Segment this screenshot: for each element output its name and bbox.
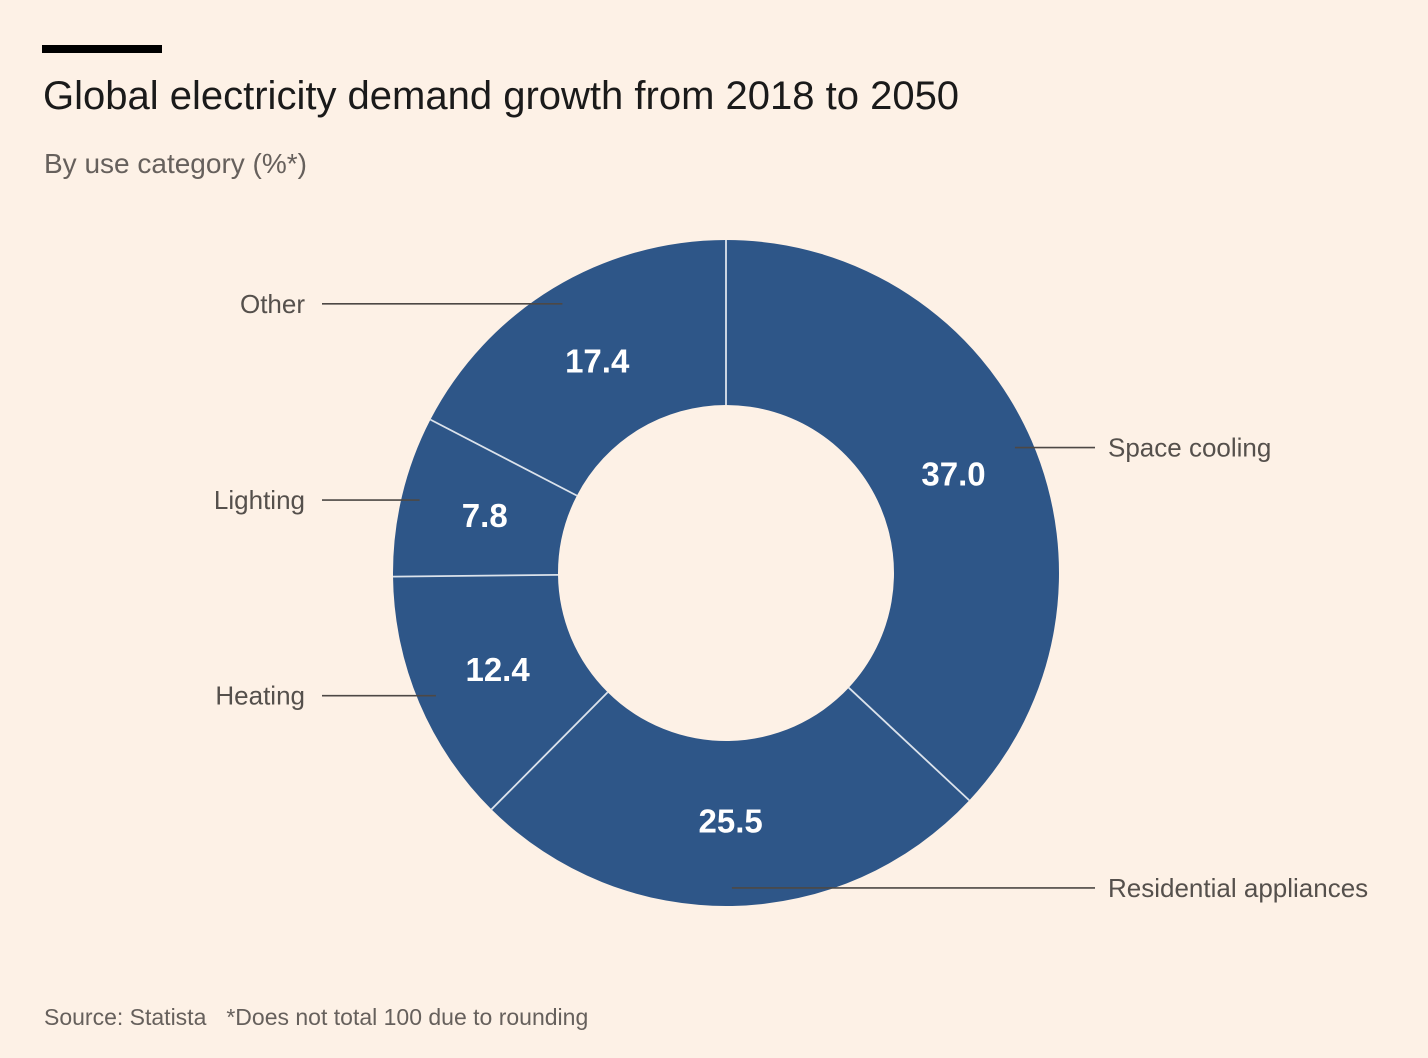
value-label-other: 17.4	[565, 343, 630, 380]
category-label-heating: Heating	[215, 681, 305, 711]
category-label-residential-appliances: Residential appliances	[1108, 873, 1368, 903]
chart-subtitle: By use category (%*)	[44, 148, 307, 179]
slice-space-cooling	[726, 240, 1059, 801]
chart-title: Global electricity demand growth from 20…	[43, 74, 960, 118]
slice-heating	[393, 574, 608, 810]
category-label-other: Other	[240, 289, 305, 319]
slices-group	[393, 240, 1059, 906]
slice-divider	[393, 573, 559, 578]
slice-other	[430, 240, 726, 496]
leader-lines-group	[322, 303, 1095, 889]
category-label-space-cooling: Space cooling	[1108, 433, 1271, 463]
footer: Source: Statista *Does not total 100 due …	[44, 1002, 588, 1032]
value-label-lighting: 7.8	[462, 497, 508, 534]
value-label-heating: 12.4	[465, 651, 530, 688]
value-label-residential-appliances: 25.5	[699, 802, 763, 839]
slice-divider	[848, 687, 970, 802]
top-rule	[42, 45, 162, 53]
footnote: *Does not total 100 due to rounding	[226, 1004, 589, 1030]
value-label-space-cooling: 37.0	[921, 456, 985, 493]
source-note: Source: Statista	[44, 1004, 207, 1030]
category-label-lighting: Lighting	[214, 485, 305, 515]
dividers-group	[393, 240, 970, 811]
slice-divider	[430, 418, 578, 497]
slice-lighting	[393, 419, 577, 577]
slice-divider	[490, 691, 609, 811]
slice-residential-appliances	[491, 687, 970, 906]
category-labels-group: Space cooling Residential appliances Heati…	[214, 289, 1368, 903]
value-labels-group: 37.0 25.5 12.4 7.8 17.4	[462, 343, 986, 840]
